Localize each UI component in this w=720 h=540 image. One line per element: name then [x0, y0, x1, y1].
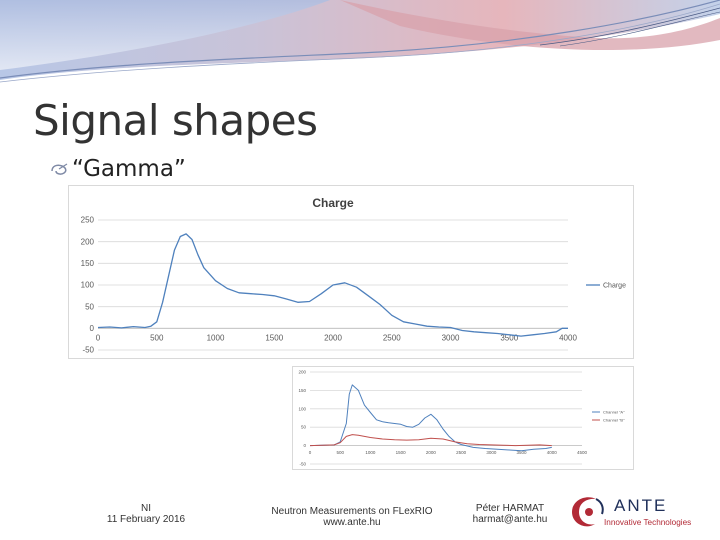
logo-swirl-icon — [572, 497, 604, 527]
footer-presentation: Neutron Measurements on FLexRIO — [271, 506, 433, 517]
ante-logo: ANTE Innovative Technologies — [572, 496, 691, 527]
legend-label: Channel "A" — [603, 409, 625, 414]
y-tick-label: 50 — [85, 302, 94, 311]
logo-main-text: ANTE — [614, 496, 667, 515]
x-tick-label: 4000 — [547, 450, 558, 455]
bullet-text: “Gamma” — [72, 156, 186, 182]
slide-title: Signal shapes — [33, 96, 318, 145]
y-tick-label: 250 — [81, 216, 95, 225]
x-tick-label: 1000 — [365, 450, 376, 455]
y-tick-label: 50 — [301, 425, 307, 430]
footer-date: 11 February 2016 — [106, 514, 186, 525]
x-tick-label: 2000 — [324, 333, 342, 342]
chart-title: Charge — [312, 196, 354, 210]
y-tick-label: -50 — [299, 462, 306, 467]
footer-email: harmat@ante.hu — [472, 514, 548, 525]
footer-right: Péter HARMAT harmat@ante.hu — [466, 503, 554, 525]
x-tick-label: 500 — [150, 333, 164, 342]
series-line-1 — [309, 384, 552, 452]
y-tick-label: 200 — [81, 237, 95, 246]
y-tick-label: 0 — [303, 443, 306, 448]
legend-label: Channel "B" — [603, 417, 625, 422]
footer-left: NI 11 February 2016 — [98, 503, 194, 525]
x-tick-label: 4500 — [577, 450, 588, 455]
x-tick-label: 500 — [336, 450, 344, 455]
footer-center: Neutron Measurements on FLexRIO www.ante… — [268, 506, 436, 528]
bullet-item: “Gamma” — [48, 156, 186, 182]
footer-org: NI — [141, 503, 151, 514]
x-tick-label: 3500 — [500, 333, 518, 342]
x-tick-label: 3500 — [517, 450, 528, 455]
x-tick-label: 4000 — [559, 333, 577, 342]
x-tick-label: 0 — [96, 333, 101, 342]
y-tick-label: 200 — [298, 370, 306, 375]
x-tick-label: 3000 — [486, 450, 497, 455]
chart-frame — [68, 185, 634, 359]
y-tick-label: -50 — [82, 346, 94, 355]
x-tick-label: 1500 — [265, 333, 283, 342]
x-tick-label: 1000 — [207, 333, 225, 342]
y-tick-label: 150 — [81, 259, 95, 268]
y-tick-label: 100 — [81, 281, 95, 290]
series-line-1 — [97, 233, 568, 337]
y-tick-label: 100 — [298, 406, 306, 411]
y-tick-label: 0 — [90, 324, 95, 333]
y-tick-label: 150 — [298, 388, 306, 393]
scroll-bullet-icon — [51, 163, 68, 175]
footer-website: www.ante.hu — [323, 517, 381, 528]
x-tick-label: 2000 — [426, 450, 437, 455]
header-banner — [0, 0, 720, 83]
x-tick-label: 1500 — [396, 450, 407, 455]
footer-author: Péter HARMAT — [475, 503, 545, 514]
x-tick-label: 0 — [309, 450, 312, 455]
series-line-2 — [309, 434, 552, 447]
logo-sub-text: Innovative Technologies — [604, 518, 691, 527]
x-tick-label: 2500 — [456, 450, 467, 455]
chart-frame — [292, 366, 634, 470]
legend-label: Charge — [603, 282, 626, 289]
x-tick-label: 3000 — [442, 333, 460, 342]
x-tick-label: 2500 — [383, 333, 401, 342]
